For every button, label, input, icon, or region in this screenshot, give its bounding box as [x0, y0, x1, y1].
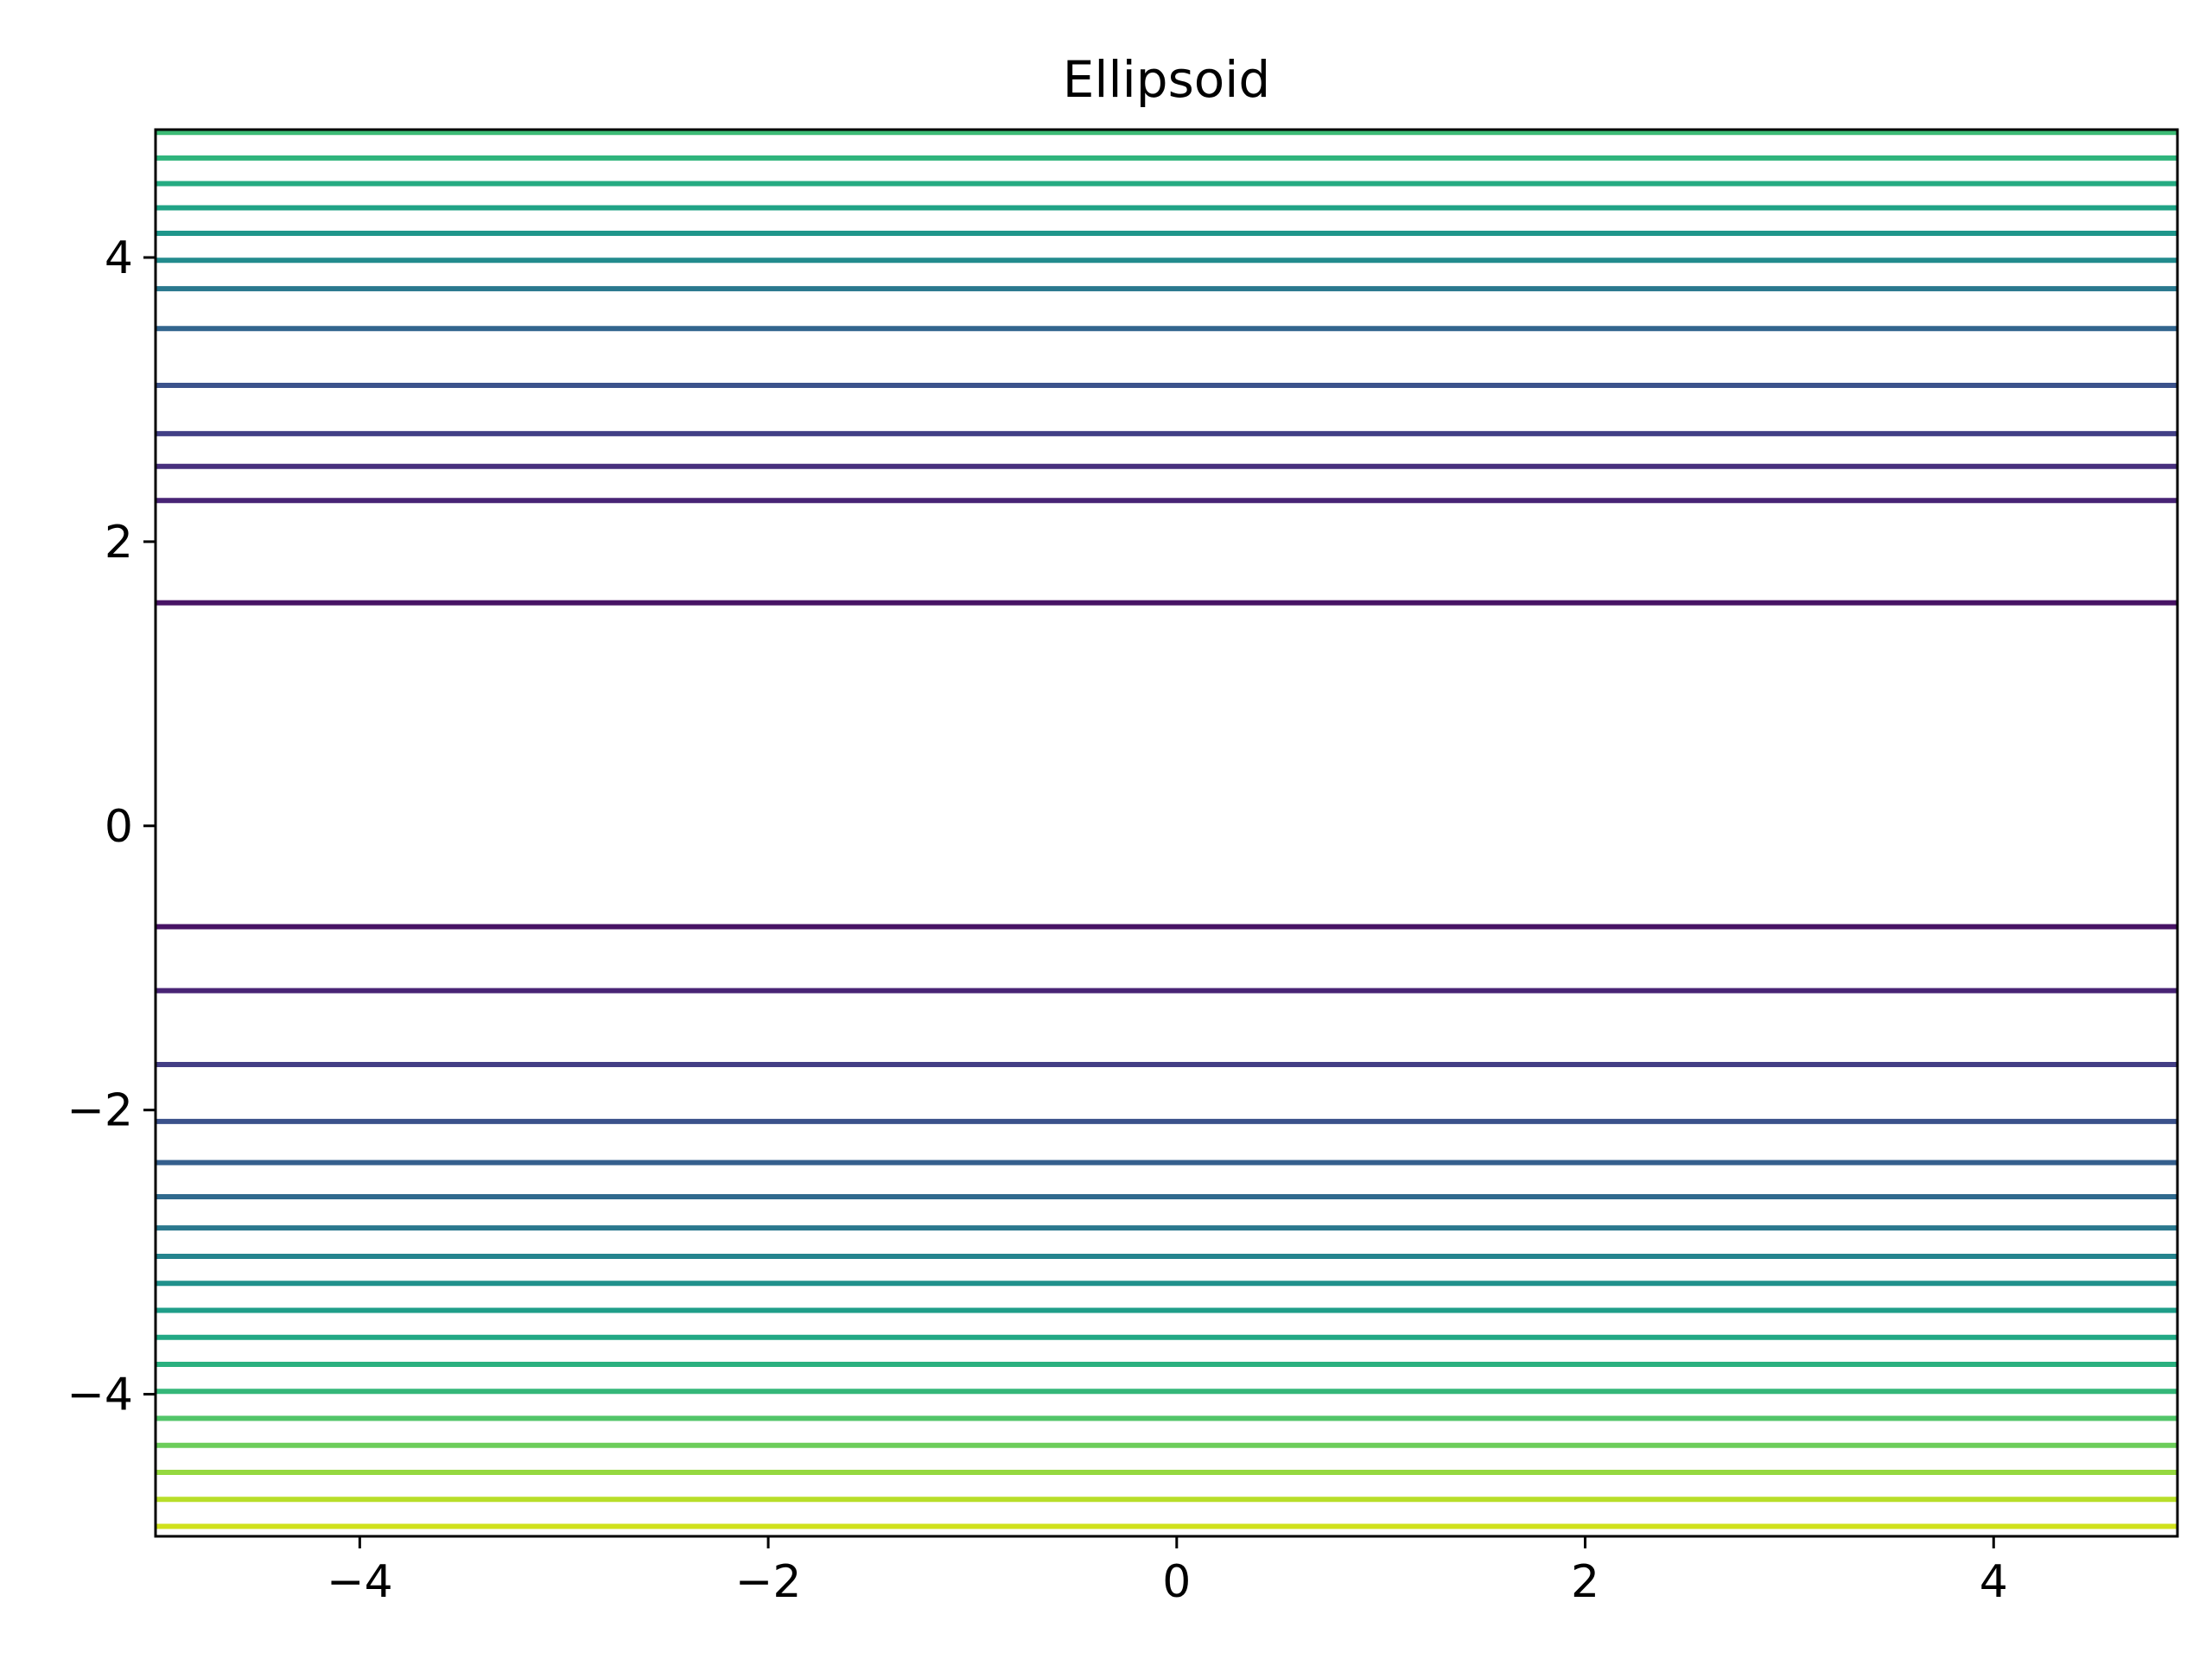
x-tick-label: −2 [735, 1556, 802, 1608]
x-tick-label: 0 [1162, 1556, 1191, 1608]
y-tick-label: −2 [67, 1085, 133, 1137]
x-tick-label: 4 [1980, 1556, 2008, 1608]
y-tick-label: 2 [105, 517, 133, 569]
x-axis: −4 −2 0 2 4 [327, 1536, 2008, 1608]
plot-frame [154, 128, 2179, 1538]
x-tick-label: −4 [327, 1556, 393, 1608]
y-tick-label: 0 [105, 801, 133, 853]
chart-title: Ellipsoid [1063, 50, 1270, 109]
y-tick-label: 4 [105, 232, 133, 284]
x-tick-label: 2 [1571, 1556, 1599, 1608]
contour-lines [156, 130, 2177, 1529]
y-axis: −4 −2 0 2 4 [67, 232, 156, 1421]
y-tick-label: −4 [67, 1370, 133, 1421]
